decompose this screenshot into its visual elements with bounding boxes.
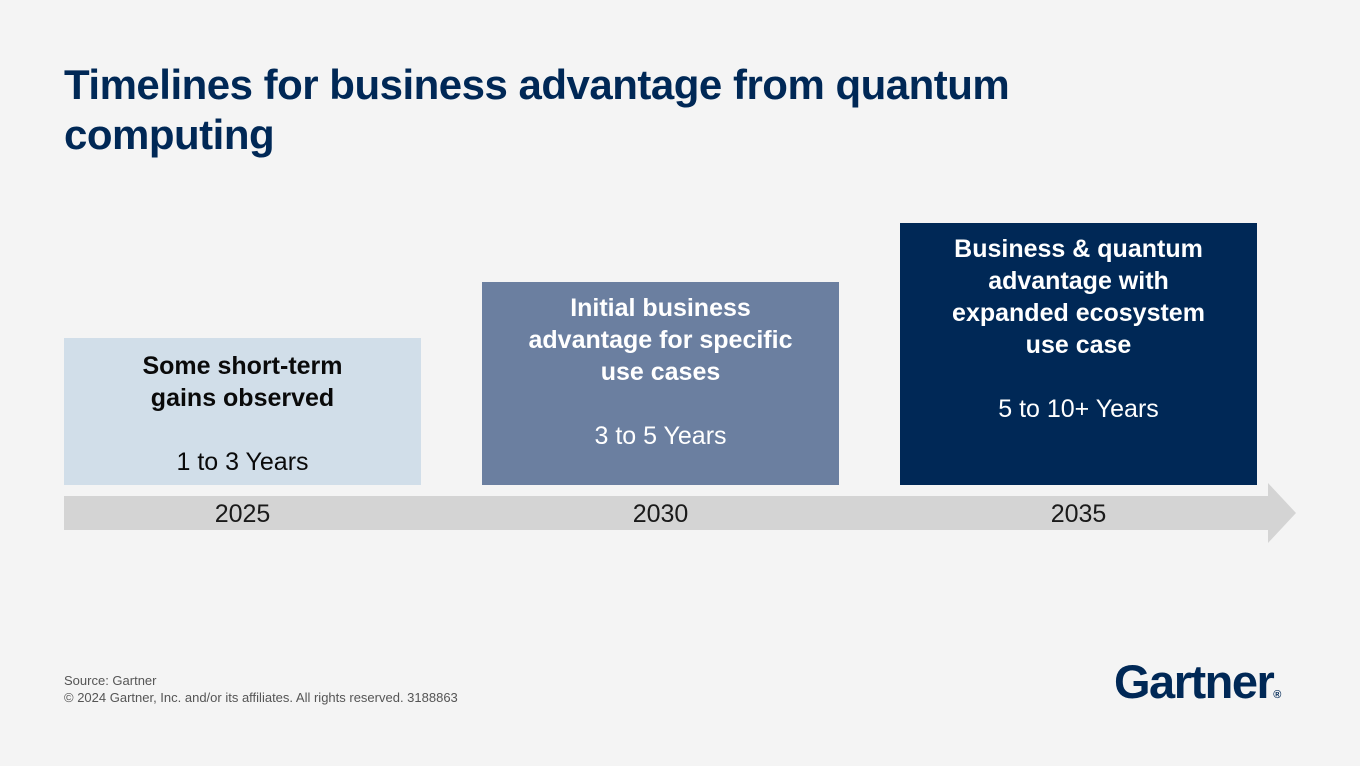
- stage-headline-line: use cases: [600, 358, 721, 386]
- year-label-2030: 2030: [632, 500, 689, 528]
- stage-headline-line: advantage with: [988, 267, 1169, 295]
- stage-headline-line: Some short-term: [142, 352, 343, 380]
- year-label-2025: 2025: [214, 500, 271, 528]
- stage-headline-line: use case: [1025, 331, 1132, 359]
- stage-headline-line: Business & quantum: [954, 235, 1203, 263]
- timeline-arrow: [64, 483, 1296, 543]
- copyright-note: © 2024 Gartner, Inc. and/or its affiliat…: [64, 690, 458, 705]
- stage-block-short-term: Some short-term gains observed 1 to 3 Ye…: [64, 338, 421, 485]
- source-note: Source: Gartner: [64, 673, 157, 688]
- stage-headline-line: expanded ecosystem: [952, 299, 1205, 327]
- registered-mark: ®: [1273, 689, 1282, 701]
- footer: Source: Gartner © 2024 Gartner, Inc. and…: [64, 672, 458, 706]
- year-label-2035: 2035: [1050, 500, 1107, 528]
- logo-wordmark: Gartner: [1114, 655, 1275, 708]
- stage-headline-line: Initial business: [570, 294, 751, 322]
- stage-block-initial-advantage: Initial business advantage for specific …: [482, 282, 839, 485]
- stage-block-quantum-advantage: Business & quantum advantage with expand…: [900, 223, 1257, 485]
- stage-duration: 3 to 5 Years: [594, 422, 727, 450]
- stage-duration: 5 to 10+ Years: [998, 395, 1159, 423]
- stage-headline-line: gains observed: [150, 384, 335, 412]
- timeline-arrow-shape: [64, 483, 1296, 543]
- page-title: Timelines for business advantage from qu…: [64, 61, 1010, 158]
- stage-headline-line: advantage for specific: [528, 326, 793, 354]
- stage-duration: 1 to 3 Years: [176, 448, 309, 476]
- gartner-logo: Gartner®: [1114, 652, 1281, 725]
